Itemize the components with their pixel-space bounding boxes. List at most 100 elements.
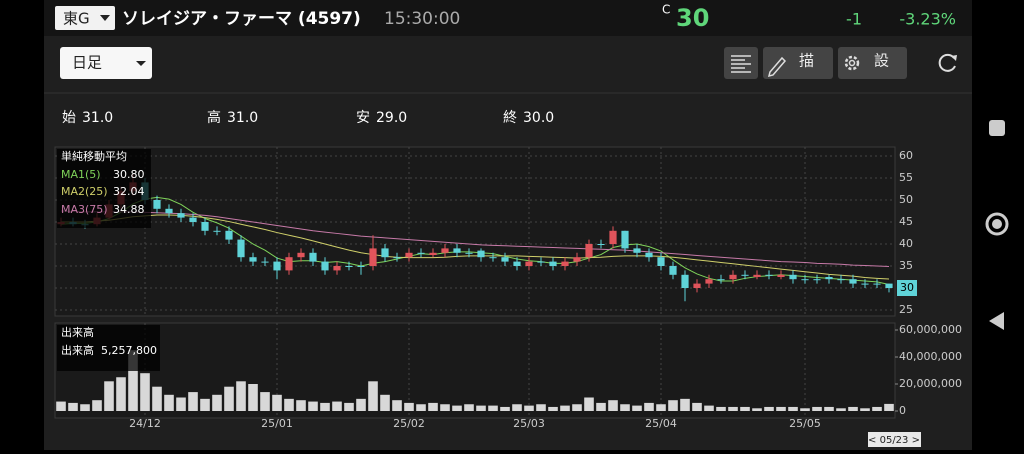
candle-body xyxy=(213,230,221,232)
exchange-select[interactable] xyxy=(55,6,115,30)
x-tick-label: 25/02 xyxy=(393,417,425,430)
dropdown-arrow xyxy=(100,15,110,21)
y-tick-label: 40 xyxy=(899,237,913,250)
candle-body xyxy=(321,261,329,271)
volume-bar xyxy=(620,404,630,411)
legend-value: 34.88 xyxy=(113,203,145,216)
price-tag-label: 30 xyxy=(900,281,914,294)
candle-body xyxy=(777,274,785,277)
volume-bar xyxy=(548,406,558,411)
volume-bar xyxy=(308,401,318,411)
candle-body xyxy=(561,261,569,266)
volume-bar xyxy=(428,402,438,411)
volume-bar xyxy=(668,400,678,411)
dropdown-arrow xyxy=(136,61,146,66)
legend-value: 32.04 xyxy=(113,185,145,198)
candle-body xyxy=(477,250,485,258)
volume-bar xyxy=(452,405,462,411)
nav-home[interactable] xyxy=(985,212,1009,236)
candle-body xyxy=(189,217,197,222)
y-tick-label: 50 xyxy=(899,193,913,206)
stock-name: ソレイジア・ファーマ (4597) xyxy=(122,9,361,29)
volume-bar xyxy=(404,402,414,411)
candle-body xyxy=(501,257,509,262)
volume-bar xyxy=(332,401,342,411)
volume-bar xyxy=(380,394,390,411)
candle-body xyxy=(837,279,845,281)
candle-body xyxy=(369,248,377,266)
candle-body xyxy=(693,283,701,288)
volume-bar xyxy=(704,405,714,411)
draw-button[interactable] xyxy=(763,47,833,79)
summary-value: 30.0 xyxy=(523,110,554,126)
y-tick-label: 20,000,000 xyxy=(899,377,962,390)
candle-body xyxy=(489,257,497,259)
candle-body xyxy=(801,279,809,281)
volume-bar xyxy=(584,397,594,411)
candle-body xyxy=(153,200,161,209)
volume-bar xyxy=(416,404,426,411)
price-tag xyxy=(897,280,917,296)
summary-label: 始 xyxy=(62,110,76,126)
x-tick-label: 25/05 xyxy=(789,417,821,430)
volume-bar xyxy=(176,397,186,411)
draw-label: 描画 xyxy=(799,52,889,70)
volume-bar xyxy=(272,394,282,411)
volume-bar xyxy=(212,394,222,411)
y-tick-label: 25 xyxy=(899,303,913,316)
candle-body xyxy=(753,274,761,277)
volume-bar xyxy=(128,350,138,411)
volume-bar xyxy=(320,402,330,411)
nav-back[interactable] xyxy=(989,312,1004,330)
volume-bar xyxy=(596,402,606,411)
volume-bar xyxy=(512,404,522,411)
settings-label: 設定 xyxy=(874,52,964,70)
candle-body xyxy=(729,274,737,280)
refresh-icon[interactable] xyxy=(938,53,956,72)
x-tick-label: 25/04 xyxy=(645,417,677,430)
candle-body xyxy=(177,213,185,218)
settings-button[interactable] xyxy=(838,47,907,79)
candle-body xyxy=(309,252,317,262)
legend-title: 出来高 xyxy=(61,325,94,339)
candle-body xyxy=(813,279,821,281)
gear-icon xyxy=(848,59,856,67)
volume-bar xyxy=(80,404,90,411)
legend-entry: MA1(5) xyxy=(61,168,101,181)
volume-bar xyxy=(356,398,366,411)
volume-bar xyxy=(140,373,150,411)
time: 15:30:00 xyxy=(384,9,460,29)
volume-bar xyxy=(860,408,870,411)
legend-entry: MA3(75) xyxy=(61,203,108,216)
x-tick-label: 25/03 xyxy=(513,417,545,430)
volume-bar xyxy=(560,405,570,411)
ma-line xyxy=(60,210,890,268)
volume-bar xyxy=(716,406,726,411)
volume-bar xyxy=(68,402,78,411)
x-tick-label: 25/01 xyxy=(261,417,293,430)
legend-title: 単純移動平均 xyxy=(61,149,127,163)
candle-body xyxy=(669,266,677,275)
period-select[interactable] xyxy=(60,47,152,79)
volume-bar xyxy=(788,406,798,411)
volume-bar xyxy=(284,398,294,411)
volume-bar xyxy=(188,392,198,411)
refresh-arrow xyxy=(951,55,957,61)
volume-bar xyxy=(248,384,258,411)
volume-bar xyxy=(872,406,882,411)
volume-bar xyxy=(752,408,762,411)
candle-body xyxy=(525,261,533,266)
y-tick-label: 55 xyxy=(899,171,913,184)
candle-body xyxy=(429,252,437,255)
y-tick-label: 60 xyxy=(899,149,913,162)
volume-bar xyxy=(836,408,846,411)
candle-body xyxy=(657,257,665,266)
summary-label: 安 xyxy=(356,110,370,126)
volume-bar xyxy=(692,402,702,411)
nav-recent[interactable] xyxy=(989,120,1005,136)
list-button[interactable] xyxy=(724,47,758,79)
y-tick-label: 40,000,000 xyxy=(899,350,962,363)
volume-bar xyxy=(164,394,174,411)
